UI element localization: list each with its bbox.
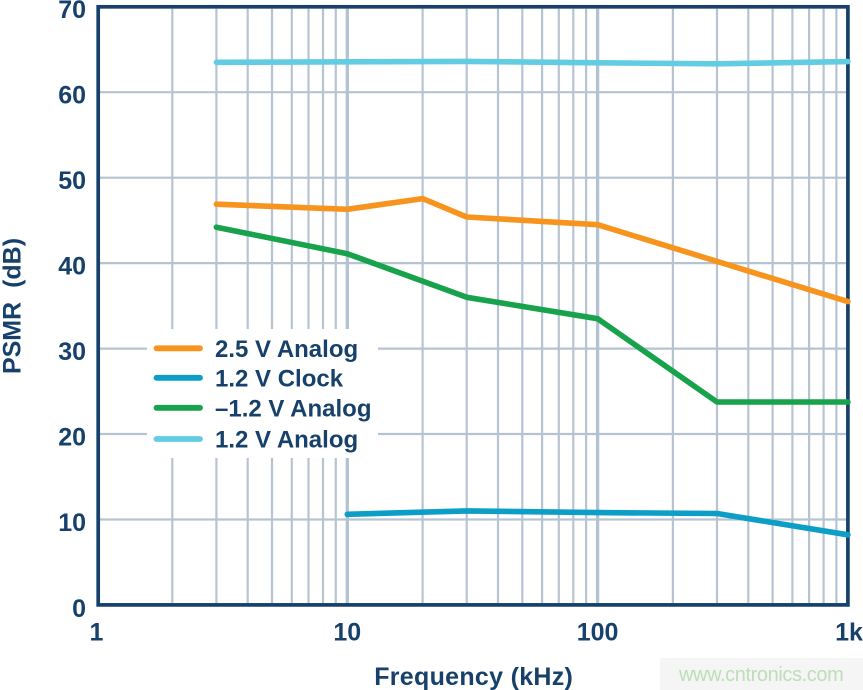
svg-text:70: 70 (58, 0, 86, 24)
svg-text:60: 60 (58, 82, 86, 110)
svg-text:–1.2 V Analog: –1.2 V Analog (215, 395, 372, 422)
svg-text:1.2 V Clock: 1.2 V Clock (215, 365, 344, 392)
svg-text:50: 50 (58, 167, 86, 195)
svg-text:0: 0 (72, 595, 86, 623)
svg-text:PSMR (dB): PSMR (dB) (0, 238, 26, 374)
svg-text:100: 100 (577, 619, 619, 647)
svg-text:1.2 V Analog: 1.2 V Analog (215, 427, 358, 454)
svg-text:2.5 V Analog: 2.5 V Analog (215, 336, 358, 363)
svg-text:30: 30 (58, 338, 86, 366)
svg-text:20: 20 (58, 424, 86, 452)
svg-text:10: 10 (58, 509, 86, 537)
svg-text:1k: 1k (835, 619, 863, 647)
svg-text:1: 1 (90, 619, 104, 647)
svg-text:www.cntronics.com: www.cntronics.com (678, 664, 843, 686)
svg-text:40: 40 (58, 253, 86, 281)
svg-text:10: 10 (333, 619, 361, 647)
svg-text:Frequency (kHz): Frequency (kHz) (374, 663, 573, 690)
